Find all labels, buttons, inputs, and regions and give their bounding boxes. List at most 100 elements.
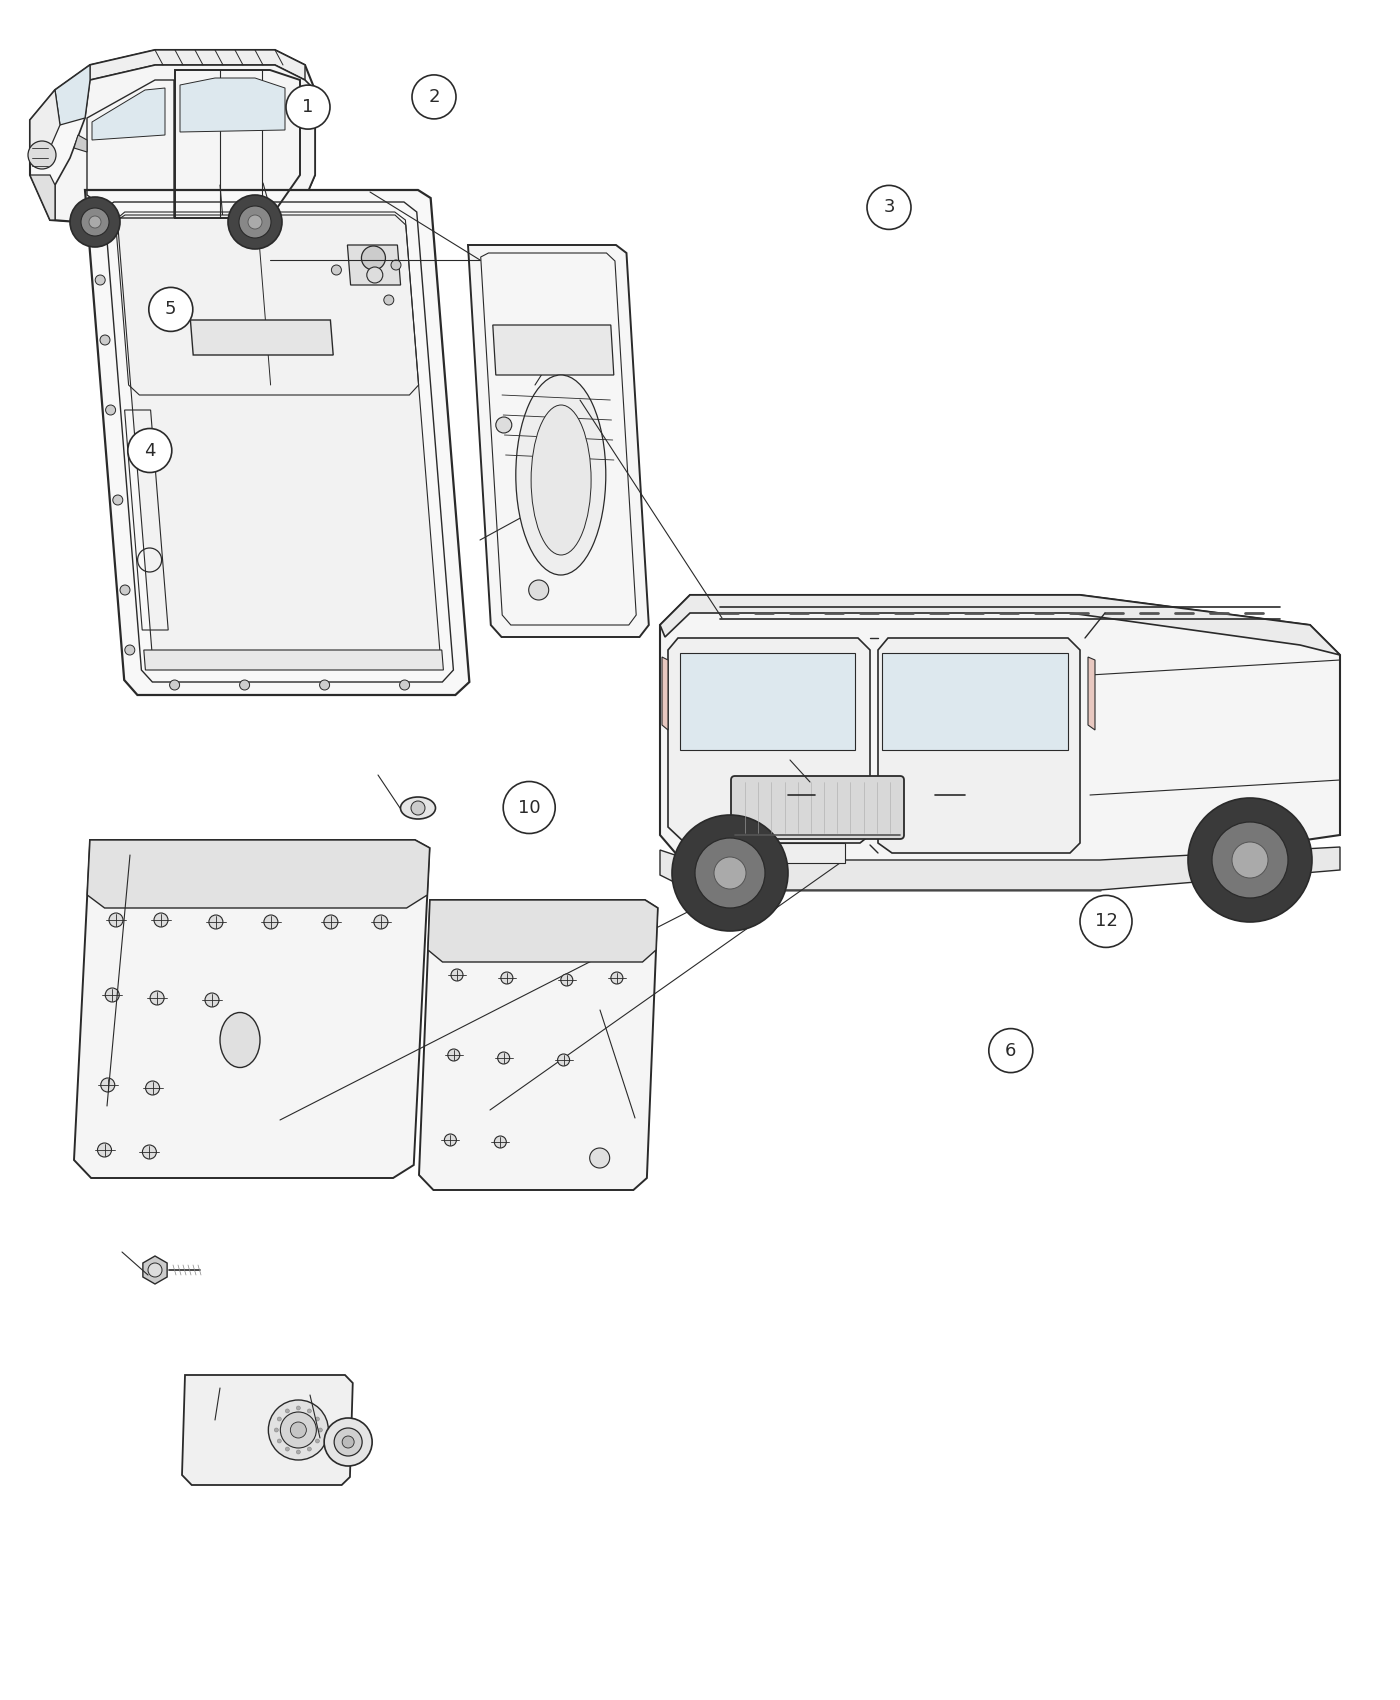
Circle shape xyxy=(384,296,393,304)
Ellipse shape xyxy=(531,405,591,554)
Circle shape xyxy=(308,1447,311,1452)
Polygon shape xyxy=(74,840,430,1178)
Circle shape xyxy=(361,246,385,270)
Polygon shape xyxy=(668,638,869,843)
Circle shape xyxy=(109,913,123,927)
Circle shape xyxy=(95,275,105,286)
Circle shape xyxy=(399,680,410,690)
Polygon shape xyxy=(29,90,60,148)
Circle shape xyxy=(557,1054,570,1066)
Circle shape xyxy=(412,75,456,119)
Circle shape xyxy=(150,991,164,1005)
Polygon shape xyxy=(493,325,613,376)
Circle shape xyxy=(867,185,911,230)
Circle shape xyxy=(105,988,119,1001)
Circle shape xyxy=(239,680,249,690)
Polygon shape xyxy=(659,595,1340,870)
Circle shape xyxy=(315,1418,319,1421)
Circle shape xyxy=(286,85,330,129)
Polygon shape xyxy=(87,840,430,908)
Circle shape xyxy=(286,1409,290,1413)
Polygon shape xyxy=(882,653,1068,750)
Circle shape xyxy=(274,1428,279,1431)
Circle shape xyxy=(335,1428,363,1455)
Circle shape xyxy=(503,782,556,833)
Circle shape xyxy=(239,206,272,238)
Circle shape xyxy=(1232,842,1268,877)
Circle shape xyxy=(228,196,281,248)
Circle shape xyxy=(91,224,101,235)
Circle shape xyxy=(319,680,329,690)
Circle shape xyxy=(98,1142,112,1158)
Circle shape xyxy=(308,1409,311,1413)
Text: 3: 3 xyxy=(883,199,895,216)
Circle shape xyxy=(332,265,342,275)
Circle shape xyxy=(444,1134,456,1146)
Circle shape xyxy=(1189,797,1312,921)
Circle shape xyxy=(714,857,746,889)
Polygon shape xyxy=(118,214,440,668)
Circle shape xyxy=(497,1052,510,1064)
Circle shape xyxy=(342,1436,354,1448)
Text: 10: 10 xyxy=(518,799,540,816)
Circle shape xyxy=(148,287,193,332)
Circle shape xyxy=(610,972,623,984)
Circle shape xyxy=(325,1418,372,1465)
Circle shape xyxy=(101,1078,115,1091)
Polygon shape xyxy=(74,134,87,151)
Circle shape xyxy=(589,1148,609,1168)
Text: 12: 12 xyxy=(1095,913,1117,930)
Circle shape xyxy=(529,580,549,600)
Circle shape xyxy=(1212,823,1288,898)
Text: 4: 4 xyxy=(144,442,155,459)
Circle shape xyxy=(263,915,277,928)
Polygon shape xyxy=(878,638,1079,853)
Circle shape xyxy=(113,495,123,505)
Circle shape xyxy=(1079,896,1133,947)
Circle shape xyxy=(146,1081,160,1095)
Polygon shape xyxy=(750,843,846,864)
Circle shape xyxy=(204,993,218,1006)
Polygon shape xyxy=(680,653,855,750)
Circle shape xyxy=(297,1406,301,1409)
Circle shape xyxy=(391,260,400,270)
Text: 2: 2 xyxy=(428,88,440,105)
Circle shape xyxy=(451,969,463,981)
Circle shape xyxy=(694,838,764,908)
Ellipse shape xyxy=(515,376,606,575)
Circle shape xyxy=(125,644,134,654)
Circle shape xyxy=(90,216,101,228)
Circle shape xyxy=(81,207,109,236)
FancyBboxPatch shape xyxy=(731,775,904,840)
Circle shape xyxy=(988,1028,1033,1073)
Circle shape xyxy=(280,1413,316,1448)
Circle shape xyxy=(297,1450,301,1454)
Circle shape xyxy=(672,814,788,932)
Circle shape xyxy=(412,801,426,814)
Circle shape xyxy=(501,972,512,984)
Circle shape xyxy=(448,1049,459,1061)
Circle shape xyxy=(154,913,168,927)
Polygon shape xyxy=(182,1375,353,1486)
Polygon shape xyxy=(144,649,444,670)
Circle shape xyxy=(494,1136,507,1148)
Polygon shape xyxy=(85,190,469,695)
Circle shape xyxy=(99,335,111,345)
Polygon shape xyxy=(90,49,305,80)
Circle shape xyxy=(105,405,116,415)
Polygon shape xyxy=(662,656,668,729)
Ellipse shape xyxy=(220,1013,260,1068)
Text: 5: 5 xyxy=(165,301,176,318)
Circle shape xyxy=(290,1421,307,1438)
Polygon shape xyxy=(92,88,165,139)
Circle shape xyxy=(277,1418,281,1421)
Circle shape xyxy=(269,1401,329,1460)
Circle shape xyxy=(561,974,573,986)
Circle shape xyxy=(367,267,382,282)
Text: 6: 6 xyxy=(1005,1042,1016,1059)
Circle shape xyxy=(169,680,179,690)
Polygon shape xyxy=(143,1256,167,1284)
Circle shape xyxy=(143,1146,157,1159)
Circle shape xyxy=(286,1447,290,1452)
Circle shape xyxy=(496,416,512,434)
